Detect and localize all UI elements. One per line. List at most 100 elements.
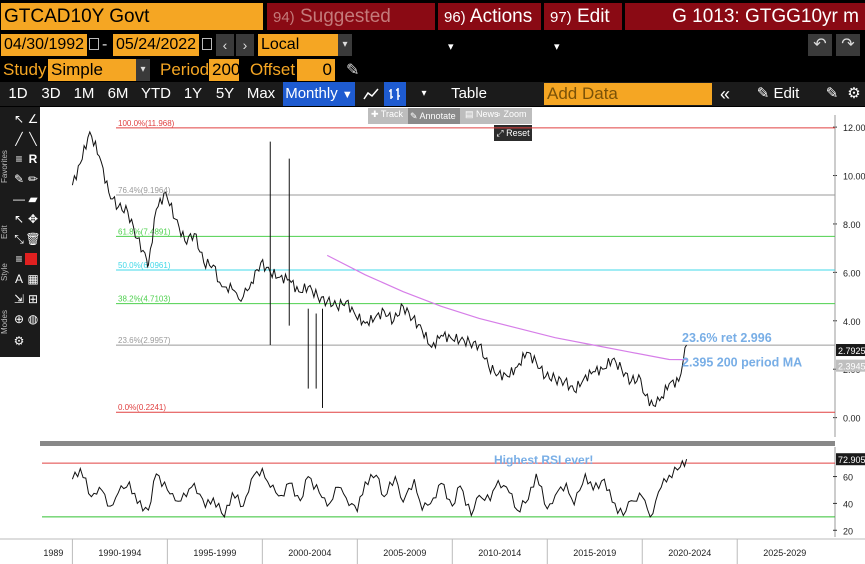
trash-icon[interactable]: 🗑 [25, 232, 41, 246]
options-gear-icon[interactable]: ⚙ [13, 334, 25, 348]
start-date-field[interactable]: 04/30/1992 [1, 34, 87, 56]
edit-menu-button[interactable]: 97) Edit ▾ [544, 3, 622, 53]
trend-line-2-icon[interactable]: ╲ [29, 132, 37, 146]
fill-icon[interactable]: ▦ [27, 272, 39, 286]
crosshair-icon[interactable]: ⊕ [13, 312, 25, 326]
last-price-tag [836, 344, 865, 357]
next-period-icon[interactable]: › [236, 34, 254, 56]
x-tick-label: 2010-2014 [478, 548, 521, 558]
collapse-icon[interactable]: « [719, 84, 730, 104]
rsi-value-tag [836, 453, 865, 466]
move-icon[interactable]: ✥ [27, 212, 39, 226]
currency-dropdown-icon[interactable]: ▾ [338, 34, 352, 56]
edit-num: 97) [550, 9, 572, 26]
period-1y[interactable]: 1Y [183, 85, 203, 102]
zoom-mode[interactable]: ⌕ Zoom [496, 109, 527, 119]
ma-price-tag [836, 359, 865, 372]
resize-icon[interactable]: ⤡ [14, 232, 24, 246]
y-tick-label: 4.00 [843, 317, 861, 327]
frequency-select[interactable]: Monthly ▼ [283, 82, 355, 106]
offset-input[interactable]: 0 [297, 59, 335, 81]
marker-icon[interactable]: ✏ [27, 172, 39, 186]
date-separator: - [102, 36, 108, 53]
edit-label: Edit [576, 6, 610, 27]
bar-chart-icon[interactable] [384, 82, 406, 106]
currency-select[interactable]: Local CCY [258, 34, 338, 75]
table-button[interactable]: Table [451, 85, 487, 102]
text-size-icon[interactable]: A [14, 272, 23, 286]
function-title: G 1013: GTGG10yr m [625, 3, 865, 30]
period-input[interactable]: 200 [209, 59, 240, 81]
trend-line-icon[interactable]: ╱ [15, 132, 23, 146]
end-date-field[interactable]: 05/24/2022 [113, 34, 199, 56]
panel-divider[interactable] [40, 441, 835, 446]
fib-level-label: 100.0%(11.968) [118, 119, 175, 128]
suggested-charts-num: 94) [273, 9, 295, 26]
period-toolbar: 1D 3D 1M 6M YTD 1Y 5Y Max Monthly ▼ ▾ Ta… [0, 82, 865, 126]
draw-line-icon[interactable]: ∠ [27, 112, 39, 126]
moving-average-line [326, 254, 687, 361]
parallel-lines-icon[interactable]: ▰ [28, 192, 38, 206]
reset-button[interactable]: ⤢ Reset [494, 125, 532, 141]
y-tick-label: 6.00 [843, 268, 861, 278]
y-tick-label: 0.00 [843, 414, 861, 424]
period-ytd[interactable]: YTD [141, 85, 171, 102]
x-tick-label: 2015-2019 [573, 548, 616, 558]
actions-label: Actions [469, 6, 533, 27]
chart-type-dropdown-icon[interactable]: ▾ [421, 88, 427, 99]
track-mode[interactable]: ✚ Track [371, 109, 404, 119]
study-dropdown-icon[interactable]: ▾ [136, 59, 150, 81]
period-1m[interactable]: 1M [73, 85, 95, 102]
actions-menu-button[interactable]: 96) Actions ▾ [438, 3, 541, 53]
prev-period-icon[interactable]: ‹ [216, 34, 234, 56]
annotate-icon[interactable]: ✎ [825, 85, 839, 102]
y-tick-label: 8.00 [843, 220, 861, 230]
period-max[interactable]: Max [246, 85, 276, 102]
last-price-tag-label: 2.7925 [838, 346, 865, 356]
period-6m[interactable]: 6M [107, 85, 129, 102]
end-calendar-icon[interactable] [202, 38, 212, 50]
interaction-mode-bar: ✚ Track ✎ Annotate ▤ News ⌕ Zoom [368, 108, 532, 124]
suggested-charts-button[interactable]: 94) Suggested Charts [267, 3, 435, 55]
zoom-box-icon[interactable]: ⊞ [27, 292, 39, 306]
start-calendar-icon[interactable] [89, 38, 99, 50]
security-ticker[interactable]: GTCAD10Y Govt [1, 3, 263, 30]
chart-tools-sidebar: Favorites Edit Style Modes ↖ ∠ ╱ ╲ ≡ R ✎… [0, 107, 41, 357]
chart-area[interactable] [0, 107, 865, 564]
rsi-value-tag-label: 72.905 [838, 455, 865, 465]
zoom-label: Zoom [503, 109, 527, 119]
add-data-input[interactable]: Add Data [544, 83, 712, 105]
horizontal-lines-icon[interactable]: ≡ [15, 152, 23, 166]
offset-label: Offset [250, 60, 296, 79]
annotate-mode[interactable]: ✎ Annotate [408, 108, 460, 124]
rsi-panel: 60 40 20 Highest RSI ever! 72.905 [42, 447, 865, 537]
pencil-icon[interactable]: ✎ [346, 62, 360, 79]
x-tick-label: 1995-1999 [193, 548, 236, 558]
retracement-icon[interactable]: R [28, 152, 38, 166]
select-arrow-icon[interactable]: ↖ [13, 212, 25, 226]
news-mode[interactable]: ▤ News [465, 109, 499, 119]
zoom-axis-icon[interactable]: ⇲ [13, 292, 25, 306]
pointer-icon[interactable]: ↖ [13, 112, 25, 126]
period-3d[interactable]: 3D [41, 85, 61, 102]
line-style-icon[interactable]: ≡ [15, 252, 23, 266]
color-swatch-icon[interactable] [25, 253, 37, 265]
fib-level-label: 61.8%(7.4891) [118, 227, 171, 236]
edit-chart-button[interactable]: ✎ Edit Chart [738, 82, 818, 126]
study-select[interactable]: Simple MA [48, 59, 136, 101]
line-chart-icon[interactable] [360, 82, 382, 106]
x-tick-label: 2020-2024 [668, 548, 711, 558]
palette-icon[interactable]: ◍ [27, 312, 39, 326]
rsi-annotation: Highest RSI ever! [494, 453, 593, 467]
x-axis: 1989 1990-1994 1995-1999 2000-2004 2005-2009… [0, 538, 865, 564]
edit-chart-pencil-icon: ✎ [756, 85, 770, 102]
redo-icon[interactable]: ↷ [836, 34, 860, 56]
period-5y[interactable]: 5Y [215, 85, 235, 102]
period-1d[interactable]: 1D [8, 85, 28, 102]
ma-annotation: 2.395 200 period MA [682, 356, 802, 370]
brush-icon[interactable]: ✎ [13, 172, 25, 186]
undo-icon[interactable]: ↶ [808, 34, 832, 56]
reset-icon: ⤢ [496, 128, 504, 138]
settings-gear-icon[interactable]: ⚙ [847, 85, 861, 102]
horizontal-line-icon[interactable]: — [13, 192, 25, 206]
